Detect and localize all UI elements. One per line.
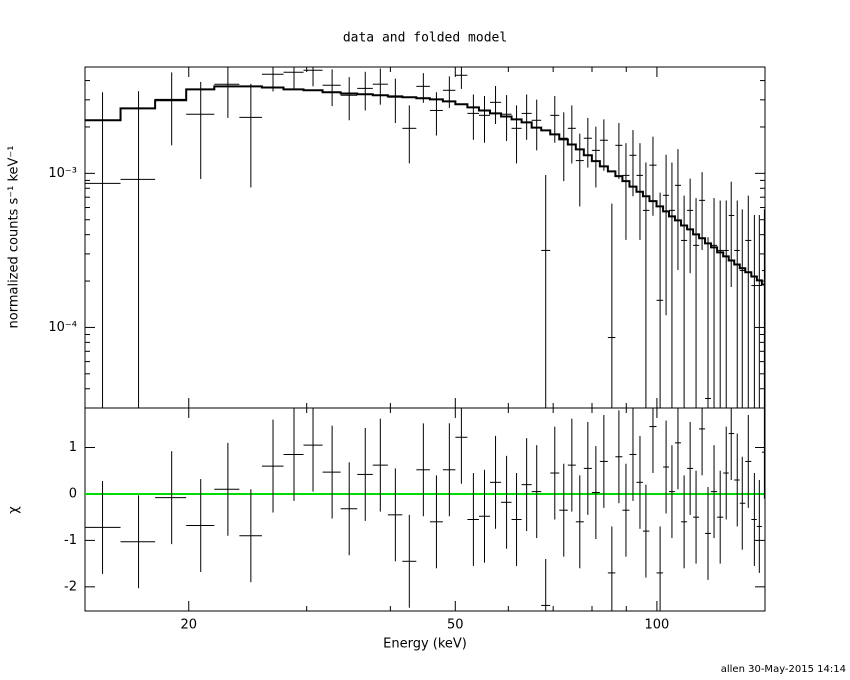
footer: allen 30-May-2015 14:14 bbox=[721, 664, 846, 675]
y-tick-label: 1 bbox=[69, 440, 77, 455]
y-axis-label: χ bbox=[7, 506, 22, 514]
y-tick-label: 0 bbox=[69, 486, 77, 501]
y-axis-label: normalized counts s⁻¹ keV⁻¹ bbox=[7, 146, 22, 329]
x-tick-label: 100 bbox=[645, 618, 670, 633]
y-tick-label: -1 bbox=[64, 533, 77, 548]
y-tick-label: 10⁻⁴ bbox=[48, 320, 77, 335]
x-axis-label: Energy (keV) bbox=[383, 637, 467, 652]
panel-frame bbox=[84, 407, 766, 612]
chart-title: data and folded model bbox=[343, 31, 507, 46]
y-tick-label: 10⁻³ bbox=[48, 166, 77, 181]
x-tick-label: 50 bbox=[447, 618, 464, 633]
x-tick-label: 20 bbox=[180, 618, 197, 633]
y-tick-label: -2 bbox=[64, 579, 77, 594]
model-line bbox=[85, 85, 765, 286]
